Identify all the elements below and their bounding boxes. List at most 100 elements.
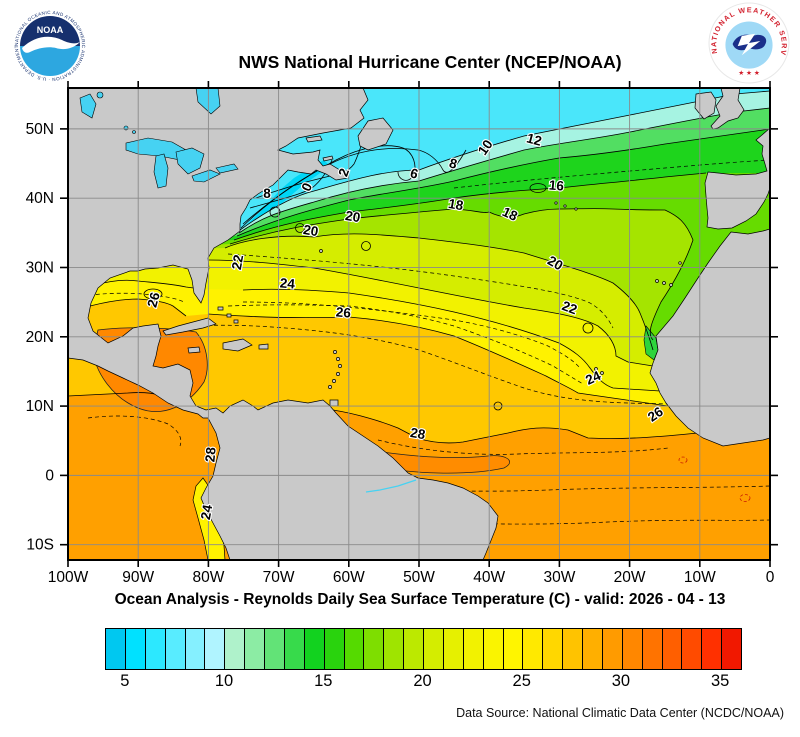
nws-lightning-icon <box>737 33 761 56</box>
noaa-logo: NATIONAL OCEANIC AND ATMOSPHERIC ADMINIS… <box>10 6 89 85</box>
colorbar-cell-15 <box>323 629 344 669</box>
colorbar-cell-12 <box>264 629 284 669</box>
colorbar-cell-13 <box>283 629 304 669</box>
land-africa <box>649 228 770 447</box>
land-bermuda <box>319 249 323 253</box>
colorbar-cell-5 <box>124 629 145 669</box>
colorbar-tick-30: 30 <box>611 672 631 690</box>
land-newfoundland <box>357 117 394 151</box>
lake-huron <box>175 147 205 175</box>
data-source-note: Data Source: National Climatic Data Cent… <box>456 706 784 720</box>
contour-label-28-22: 28 <box>202 446 218 463</box>
contour-label-22-14: 22 <box>560 298 579 317</box>
land-masses <box>68 88 770 560</box>
colorbar-tick-5: 5 <box>120 672 130 690</box>
lat-label-20N: 20N <box>26 329 54 346</box>
noaa-logo-label: NOAA <box>37 25 64 35</box>
colorbar-cell-14 <box>303 629 324 669</box>
land-puerto-rico <box>258 343 269 350</box>
lat-label-50N: 50N <box>26 121 54 138</box>
colorbar-cell-29 <box>601 629 622 669</box>
contour-label-26-18: 26 <box>144 290 163 309</box>
colorbar-cell-11 <box>244 629 264 669</box>
lake-winnipeg <box>79 93 97 119</box>
contour-label-18-8: 18 <box>447 196 465 213</box>
land-anticosti <box>305 135 323 143</box>
contour-label-22-13: 22 <box>229 254 246 271</box>
land-hispaniola <box>222 338 253 352</box>
colorbar-cell-21 <box>442 629 463 669</box>
colorbar-tick-labels: 5 10 15 20 25 30 35 <box>105 672 740 694</box>
land-lesser-antilles <box>328 350 342 389</box>
colorbar-tick-15: 15 <box>314 672 333 690</box>
colorbar-cell-20 <box>423 629 443 669</box>
colorbar-cell-4 <box>106 629 125 669</box>
colorbar-cell-26 <box>542 629 563 669</box>
colorbar-tick-35: 35 <box>710 672 730 690</box>
contour-label-26-19: 26 <box>335 304 352 320</box>
colorbar-cell-6 <box>144 629 165 669</box>
lon-label-50W: 50W <box>403 569 435 586</box>
colorbar-cell-27 <box>562 629 582 669</box>
page-title: NWS National Hurricane Center (NCEP/NOAA… <box>238 52 622 72</box>
noaa-logo-sky <box>20 16 80 46</box>
colorbar <box>105 628 742 670</box>
lon-label-60W: 60W <box>333 569 365 586</box>
colorbar-cell-18 <box>383 629 404 669</box>
map-frame <box>67 87 771 561</box>
colorbar-cell-16 <box>343 629 364 669</box>
lakes <box>79 88 417 493</box>
colorbar-cell-30 <box>621 629 642 669</box>
lon-label-20W: 20W <box>614 569 646 586</box>
colorbar-cell-7 <box>164 629 185 669</box>
lon-label-100W: 100W <box>48 569 89 586</box>
colorbar-cell-9 <box>204 629 225 669</box>
land-trinidad <box>329 399 339 407</box>
lat-label-10S: 10S <box>26 537 54 554</box>
lake-erie <box>191 169 221 183</box>
nws-stars: ★ ★ ★ <box>738 70 760 77</box>
lat-label-10N: 10N <box>26 398 54 415</box>
contour-label-24-15: 24 <box>279 275 296 291</box>
river-amazon <box>365 479 417 493</box>
lat-label-30N: 30N <box>26 259 54 276</box>
colorbar-cell-31 <box>641 629 662 669</box>
colorbar-cell-19 <box>403 629 423 669</box>
axes: 100W 90W 80W 70W 60W 50W 40W 30W 20W 10W 0 50N 40N 30… <box>26 81 778 586</box>
colorbar-cell-22 <box>462 629 483 669</box>
contour-label-24-17: 24 <box>198 503 215 521</box>
contour-label-20-10: 20 <box>302 222 319 239</box>
colorbar-tick-20: 20 <box>413 672 432 690</box>
colorbar-cell-33 <box>681 629 702 669</box>
lake-michigan <box>153 153 169 189</box>
colorbar-cell-24 <box>502 629 523 669</box>
land-cuba <box>162 317 217 336</box>
land-north-south-america <box>68 88 499 560</box>
red-contours <box>678 456 751 502</box>
colorbar-cell-23 <box>482 629 503 669</box>
noaa-gull-icon <box>22 36 80 53</box>
noaa-logo-sea <box>20 46 80 76</box>
lake-ontario <box>215 163 239 174</box>
land-pei <box>322 155 334 162</box>
colorbar-tick-25: 25 <box>512 672 531 690</box>
lon-label-70W: 70W <box>263 569 295 586</box>
lat-label-0: 0 <box>45 467 54 484</box>
colorbar-tick-10: 10 <box>214 672 234 690</box>
land-europe <box>704 127 770 230</box>
colorbar-cell-34 <box>701 629 722 669</box>
colorbar-cell-35 <box>721 629 741 669</box>
colorbar-cell-17 <box>363 629 384 669</box>
colorbar-cell-32 <box>661 629 682 669</box>
contour-label-28-21: 28 <box>409 425 427 442</box>
lon-label-30W: 30W <box>543 569 575 586</box>
nws-logo: NATIONAL WEATHER SERVICE ★ ★ ★ <box>708 2 790 84</box>
lat-label-40N: 40N <box>26 190 54 207</box>
land-jamaica <box>187 346 201 354</box>
lon-label-40W: 40W <box>473 569 505 586</box>
land-bahamas <box>217 306 239 324</box>
land-atlantic-islands <box>554 201 682 375</box>
